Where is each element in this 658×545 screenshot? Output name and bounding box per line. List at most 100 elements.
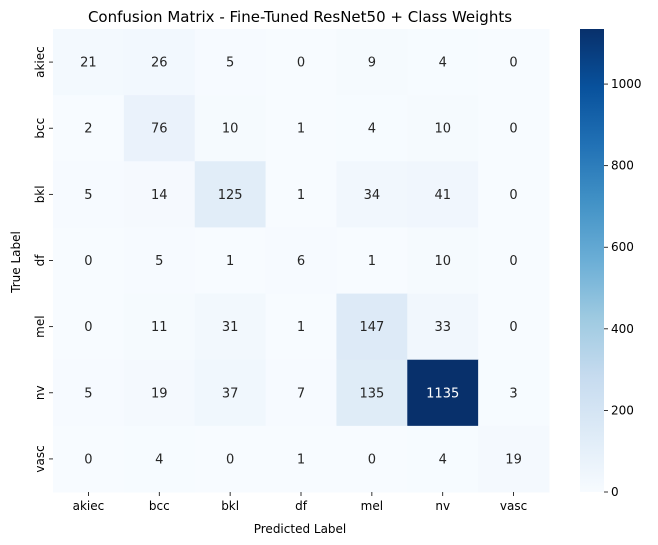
heatmap-cell [265, 161, 337, 228]
heatmap-cell [336, 161, 408, 228]
cell-value-label: 19 [505, 452, 522, 467]
heatmap-cell [407, 227, 479, 295]
cell-value-label: 0 [509, 188, 517, 203]
cell-value-label: 0 [509, 320, 517, 335]
y-axis-ticks: akiec bcc bkl df mel nv vasc [33, 46, 53, 473]
cell-value-label: 0 [84, 452, 92, 467]
cell-value-label: 21 [80, 56, 97, 71]
cell-value-label: 5 [155, 254, 163, 269]
cell-value-label: 5 [226, 56, 234, 71]
cell-value-label: 5 [84, 188, 92, 203]
heatmap-cell [336, 293, 408, 361]
cell-value-label: 6 [297, 254, 305, 269]
heatmap-cell [478, 359, 550, 427]
cell-value-label: 41 [434, 188, 451, 203]
cell-value-label: 0 [509, 254, 517, 269]
cell-value-label: 2 [84, 122, 92, 137]
cell-value-label: 0 [226, 452, 234, 467]
heatmap-cell [194, 425, 267, 493]
cell-value-label: 0 [84, 320, 92, 335]
x-axis-ticks: akiec bcc bkl df mel nv vasc [73, 492, 527, 513]
heatmap-cell [407, 425, 479, 493]
cell-value-label: 1 [368, 254, 376, 269]
cell-value-label: 34 [364, 188, 381, 203]
heatmap-cell [265, 293, 337, 361]
colorbar-tick-label: 1000 [611, 77, 642, 91]
x-tick-label: mel [361, 499, 383, 513]
cell-value-label: 37 [222, 386, 239, 401]
cell-value-label: 135 [359, 386, 384, 401]
cell-value-label: 11 [151, 320, 168, 335]
heatmap-cell [265, 95, 337, 162]
heatmap-cell [336, 227, 408, 295]
colorbar-gradient [580, 29, 604, 492]
cell-value-label: 0 [509, 56, 517, 71]
y-tick-label: vasc [33, 445, 47, 472]
colorbar-tick-label: 200 [611, 403, 634, 417]
heatmap-cell [123, 359, 196, 427]
heatmap-cell [194, 161, 267, 228]
colorbar-tick-label: 600 [611, 240, 634, 254]
heatmap-cell [336, 29, 408, 96]
cell-value-label: 1 [297, 122, 305, 137]
cell-value-label: 31 [222, 320, 239, 335]
y-tick-label: akiec [33, 46, 47, 78]
cell-value-label: 0 [297, 56, 305, 71]
heatmap-cell [53, 95, 125, 162]
x-tick-label: akiec [73, 499, 105, 513]
y-tick-label: nv [33, 385, 47, 400]
y-tick-label: df [33, 254, 47, 267]
colorbar: 0 200 400 600 800 1000 [580, 29, 642, 499]
heatmap-cell [265, 425, 337, 493]
heatmap-cell [123, 161, 196, 228]
cell-value-label: 4 [439, 452, 447, 467]
heatmap-cell [53, 293, 125, 361]
heatmap-cell [123, 29, 196, 96]
heatmap-cells: 21 26 5 0 9 4 02 76 10 1 4 10 05 14 125 1 34 41 00 5 1 6 1 10 00… [53, 29, 550, 493]
heatmap-cell [194, 95, 267, 162]
cell-value-label: 4 [155, 452, 163, 467]
heatmap-cell [478, 425, 550, 493]
heatmap-cell [407, 29, 479, 96]
heatmap-cell [336, 425, 408, 493]
heatmap-cell [265, 29, 337, 96]
heatmap-cell [336, 359, 408, 427]
heatmap-cell [407, 161, 479, 228]
x-tick-label: vasc [500, 499, 527, 513]
cell-value-label: 4 [439, 56, 447, 71]
heatmap-cell [265, 227, 337, 295]
cell-value-label: 10 [434, 122, 451, 137]
heatmap-cell [478, 95, 550, 162]
heatmap-cell [407, 359, 479, 427]
x-axis-label: Predicted Label [254, 522, 347, 536]
cell-value-label: 26 [151, 56, 168, 71]
heatmap-cell [478, 227, 550, 295]
cell-value-label: 33 [434, 320, 451, 335]
cell-value-label: 1 [297, 320, 305, 335]
heatmap-cell [123, 293, 196, 361]
colorbar-tick-label: 800 [611, 159, 634, 173]
cell-value-label: 76 [151, 122, 168, 137]
heatmap-cell [478, 29, 550, 96]
x-tick-label: df [295, 499, 308, 513]
heatmap-cell [53, 359, 125, 427]
y-tick-label: bkl [33, 185, 47, 203]
y-axis-label: True Label [9, 231, 23, 294]
heatmap-cell [123, 95, 196, 162]
cell-value-label: 1 [297, 452, 305, 467]
heatmap-cell [194, 227, 267, 295]
heatmap-cell [53, 425, 125, 493]
heatmap-cell [123, 425, 196, 493]
chart-title: Confusion Matrix - Fine-Tuned ResNet50 +… [88, 8, 512, 26]
cell-value-label: 1 [226, 254, 234, 269]
y-tick-label: mel [33, 315, 47, 337]
heatmap-cell [478, 293, 550, 361]
x-tick-label: bkl [221, 499, 239, 513]
cell-value-label: 0 [509, 122, 517, 137]
heatmap-cell [336, 95, 408, 162]
cell-value-label: 4 [368, 122, 376, 137]
heatmap-cell [265, 359, 337, 427]
cell-value-label: 9 [368, 56, 376, 71]
cell-value-label: 10 [222, 122, 239, 137]
